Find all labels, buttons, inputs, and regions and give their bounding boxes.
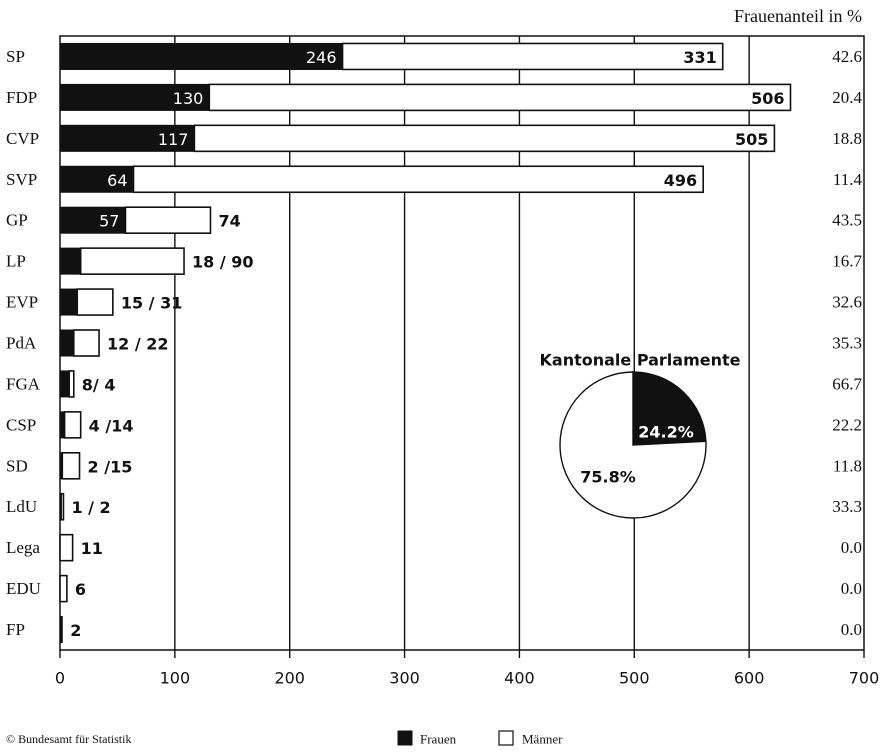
bar-label-FP: 2 [70,621,81,640]
bar-maenner-Lega [60,535,73,561]
bar-label-FDP: 506 [751,89,784,108]
x-tick-label-700: 700 [849,669,880,688]
legend-swatch-frauen [398,731,412,745]
bar-label-GP: 74 [218,212,240,231]
right-value-SVP: 11.4 [833,170,863,189]
right-value-SD: 11.8 [833,456,862,475]
pie-label-1: 75.8% [580,468,636,487]
right-value-SP: 42.6 [832,47,862,66]
right-value-PdA: 35.3 [832,334,862,353]
category-label-SP: SP [6,47,25,66]
source-credit: © Bundesamt für Statistik [6,732,131,746]
bar-label-PdA: 12 / 22 [107,335,169,354]
bar-label-SVP: 496 [664,171,697,190]
bar-label-FGA: 8/ 4 [82,375,116,394]
category-label-LdU: LdU [6,497,37,516]
right-column-header: Frauenanteil in % [734,6,862,26]
category-label-FP: FP [6,620,25,639]
bar-label-SP: 331 [683,48,716,67]
bar-maenner-FDP [209,84,790,110]
category-label-PdA: PdA [6,334,37,353]
category-label-EVP: EVP [6,293,38,312]
category-label-EDU: EDU [6,579,41,598]
bar-maenner-LP [81,248,184,274]
bar-label-EVP: 15 / 31 [121,294,183,313]
inside-label-SVP: 64 [107,171,127,190]
bar-label-LdU: 1 / 2 [71,498,110,517]
right-value-Lega: 0.0 [841,538,862,557]
right-value-EVP: 32.6 [832,293,862,312]
category-label-FDP: FDP [6,88,37,107]
x-tick-label-0: 0 [55,669,65,688]
right-value-GP: 43.5 [832,211,862,230]
x-tick-label-500: 500 [619,669,650,688]
category-label-LP: LP [6,252,26,271]
right-value-CSP: 22.2 [832,415,862,434]
bar-label-Lega: 11 [81,539,103,558]
bar-maenner-FGA [69,371,74,397]
bar-maenner-PdA [74,330,99,356]
category-label-CVP: CVP [6,129,39,148]
x-tick-label-400: 400 [504,669,535,688]
bar-maenner-LdU [61,494,63,520]
bar-maenner-CSP [65,412,81,438]
legend-label-frauen: Frauen [420,732,457,747]
bar-label-LP: 18 / 90 [192,253,254,272]
bar-label-CSP: 4 /14 [89,416,134,435]
bar-maenner-EDU [60,576,67,602]
bar-maenner-GP [125,207,210,233]
bar-maenner-SD [62,453,79,479]
x-tick-label-600: 600 [734,669,765,688]
inside-label-CVP: 117 [158,130,189,149]
bar-maenner-SP [343,43,723,69]
bar-frauen-FP [60,617,62,643]
category-label-FGA: FGA [6,374,41,393]
bar-label-CVP: 505 [735,130,768,149]
bar-maenner-EVP [77,289,113,315]
category-label-SVP: SVP [6,170,37,189]
category-label-SD: SD [6,456,28,475]
inside-label-GP: 57 [99,212,119,231]
bar-frauen-PdA [60,330,74,356]
bar-frauen-SP [60,43,343,69]
bar-label-SD: 2 /15 [88,457,133,476]
inside-label-SP: 246 [306,48,337,67]
bar-frauen-LP [60,248,81,274]
bar-label-EDU: 6 [75,580,86,599]
category-label-CSP: CSP [6,415,36,434]
x-tick-label-200: 200 [274,669,305,688]
bar-frauen-EVP [60,289,77,315]
right-value-CVP: 18.8 [832,129,862,148]
category-label-GP: GP [6,211,28,230]
x-tick-label-300: 300 [389,669,420,688]
legend-swatch-maenner [499,731,513,745]
right-value-FP: 0.0 [841,620,862,639]
right-value-LP: 16.7 [832,252,862,271]
bar-maenner-CVP [194,125,774,151]
right-value-EDU: 0.0 [841,579,862,598]
right-value-LdU: 33.3 [832,497,862,516]
pie-label-0: 24.2% [638,423,694,442]
right-value-FGA: 66.7 [832,374,862,393]
pie-title: Kantonale Parlamente [540,351,741,370]
category-label-Lega: Lega [6,538,40,557]
x-tick-label-100: 100 [160,669,191,688]
right-value-FDP: 20.4 [832,88,862,107]
legend-label-maenner: Männer [522,732,563,747]
inside-label-FDP: 130 [173,89,204,108]
bar-maenner-SVP [134,166,704,192]
bar-frauen-FGA [60,371,69,397]
